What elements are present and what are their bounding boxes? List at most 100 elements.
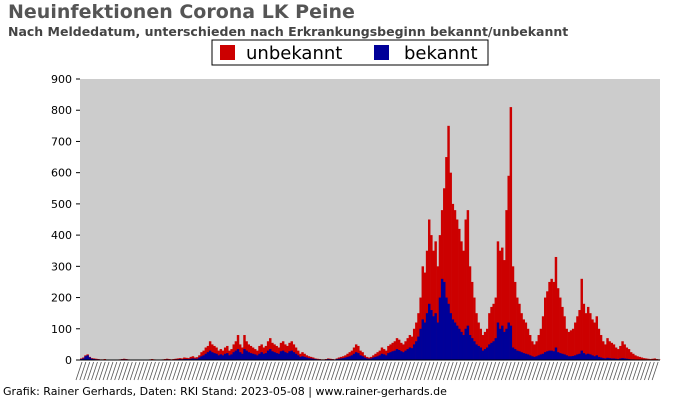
x-tick-label bbox=[311, 361, 319, 381]
bar-bekannt bbox=[513, 349, 517, 360]
bar-unbekannt bbox=[569, 330, 573, 360]
bar-unbekannt bbox=[447, 125, 450, 360]
bar-bekannt bbox=[599, 357, 603, 360]
x-tick-label bbox=[110, 361, 118, 381]
credit-text: Grafik: Rainer Gerhards, Daten: RKI Stan… bbox=[3, 385, 447, 398]
bar-unbekannt bbox=[378, 350, 382, 360]
bar-unbekannt bbox=[189, 356, 193, 360]
bar-bekannt bbox=[494, 338, 498, 360]
x-tick-label bbox=[558, 361, 566, 381]
bar-bekannt bbox=[254, 354, 257, 360]
bar-bekannt bbox=[234, 350, 238, 360]
bar-bekannt bbox=[245, 350, 248, 360]
bar-unbekannt bbox=[647, 358, 650, 360]
bar-unbekannt bbox=[574, 322, 577, 360]
bar-unbekannt bbox=[236, 335, 240, 360]
bar-bekannt bbox=[193, 358, 197, 360]
bar-unbekannt bbox=[513, 281, 517, 360]
bar-unbekannt bbox=[191, 356, 195, 360]
x-tick-label bbox=[582, 361, 589, 381]
bar-bekannt bbox=[578, 353, 581, 360]
bar-bekannt bbox=[443, 281, 446, 360]
x-tick-label bbox=[75, 361, 83, 381]
x-tick-label bbox=[651, 361, 659, 381]
bar-bekannt bbox=[307, 358, 311, 360]
bar-bekannt bbox=[290, 350, 293, 360]
bar-bekannt bbox=[312, 358, 315, 360]
bar-unbekannt bbox=[559, 297, 562, 360]
bar-unbekannt bbox=[561, 306, 564, 360]
x-tick-label bbox=[504, 361, 512, 381]
x-tick-label bbox=[636, 361, 644, 381]
bar-bekannt bbox=[374, 356, 377, 360]
bar-bekannt bbox=[395, 349, 399, 360]
bar-bekannt bbox=[219, 354, 223, 360]
bar-bekannt bbox=[86, 355, 89, 360]
bar-bekannt bbox=[421, 319, 425, 360]
x-tick-label bbox=[137, 361, 145, 381]
bar-bekannt bbox=[516, 350, 519, 360]
bar-unbekannt bbox=[632, 353, 635, 360]
bar-unbekannt bbox=[565, 328, 568, 360]
x-tick-label bbox=[160, 361, 168, 381]
bar-bekannt bbox=[591, 355, 594, 360]
bar-bekannt bbox=[249, 353, 253, 360]
bar-bekannt bbox=[531, 356, 534, 360]
bar-bekannt bbox=[277, 353, 281, 360]
bar-unbekannt bbox=[451, 203, 455, 360]
bar-bekannt bbox=[286, 353, 289, 360]
bar-unbekannt bbox=[180, 358, 184, 360]
x-tick-label bbox=[257, 361, 265, 381]
bar-bekannt bbox=[505, 328, 508, 360]
bar-unbekannt bbox=[591, 319, 594, 360]
bar-unbekannt bbox=[580, 278, 583, 360]
x-tick-label bbox=[357, 361, 365, 381]
bar-bekannt bbox=[217, 355, 220, 360]
bar-bekannt bbox=[490, 342, 493, 360]
x-tick-label bbox=[458, 361, 466, 381]
bar-unbekannt bbox=[524, 322, 528, 360]
bar-unbekannt bbox=[599, 335, 603, 360]
bar-bekannt bbox=[260, 352, 263, 360]
bar-unbekannt bbox=[526, 328, 530, 360]
bar-bekannt bbox=[554, 347, 558, 360]
x-tick-label bbox=[644, 361, 651, 381]
bar-bekannt bbox=[382, 354, 386, 360]
bar-unbekannt bbox=[262, 347, 266, 360]
bar-unbekannt bbox=[264, 345, 268, 360]
plot-area bbox=[80, 79, 660, 360]
x-tick-label bbox=[489, 361, 497, 381]
bar-unbekannt bbox=[546, 291, 549, 360]
bar-bekannt bbox=[507, 322, 510, 360]
legend: unbekannt bekannt bbox=[211, 39, 489, 66]
bar-unbekannt bbox=[477, 322, 480, 360]
bar-bekannt bbox=[361, 356, 364, 360]
legend-swatch-bekannt bbox=[374, 45, 389, 60]
bar-bekannt bbox=[595, 355, 599, 360]
bar-bekannt bbox=[363, 357, 367, 360]
x-tick-label bbox=[485, 361, 493, 381]
bar-unbekannt bbox=[625, 347, 629, 360]
bar-bekannt bbox=[574, 355, 577, 360]
bar-bekannt bbox=[552, 351, 556, 360]
bar-bekannt bbox=[548, 350, 551, 360]
x-tick-label bbox=[272, 361, 280, 381]
bar-unbekannt bbox=[509, 107, 513, 360]
bar-unbekannt bbox=[511, 266, 515, 360]
bar-unbekannt bbox=[385, 350, 388, 360]
bar-unbekannt bbox=[642, 358, 646, 360]
bar-bekannt bbox=[294, 353, 298, 360]
x-tick-label bbox=[203, 361, 210, 381]
bar-bekannt bbox=[189, 358, 193, 360]
x-tick-label bbox=[164, 361, 172, 381]
bar-bekannt bbox=[477, 345, 480, 360]
bar-bekannt bbox=[610, 358, 614, 360]
bar-unbekannt bbox=[606, 338, 609, 360]
x-tick-label bbox=[195, 361, 203, 381]
legend-label-bekannt: bekannt bbox=[404, 43, 478, 64]
bar-bekannt bbox=[546, 351, 549, 360]
bar-bekannt bbox=[436, 322, 440, 360]
x-tick-label bbox=[427, 361, 435, 381]
bar-unbekannt bbox=[584, 313, 588, 360]
bar-bekannt bbox=[524, 353, 528, 360]
